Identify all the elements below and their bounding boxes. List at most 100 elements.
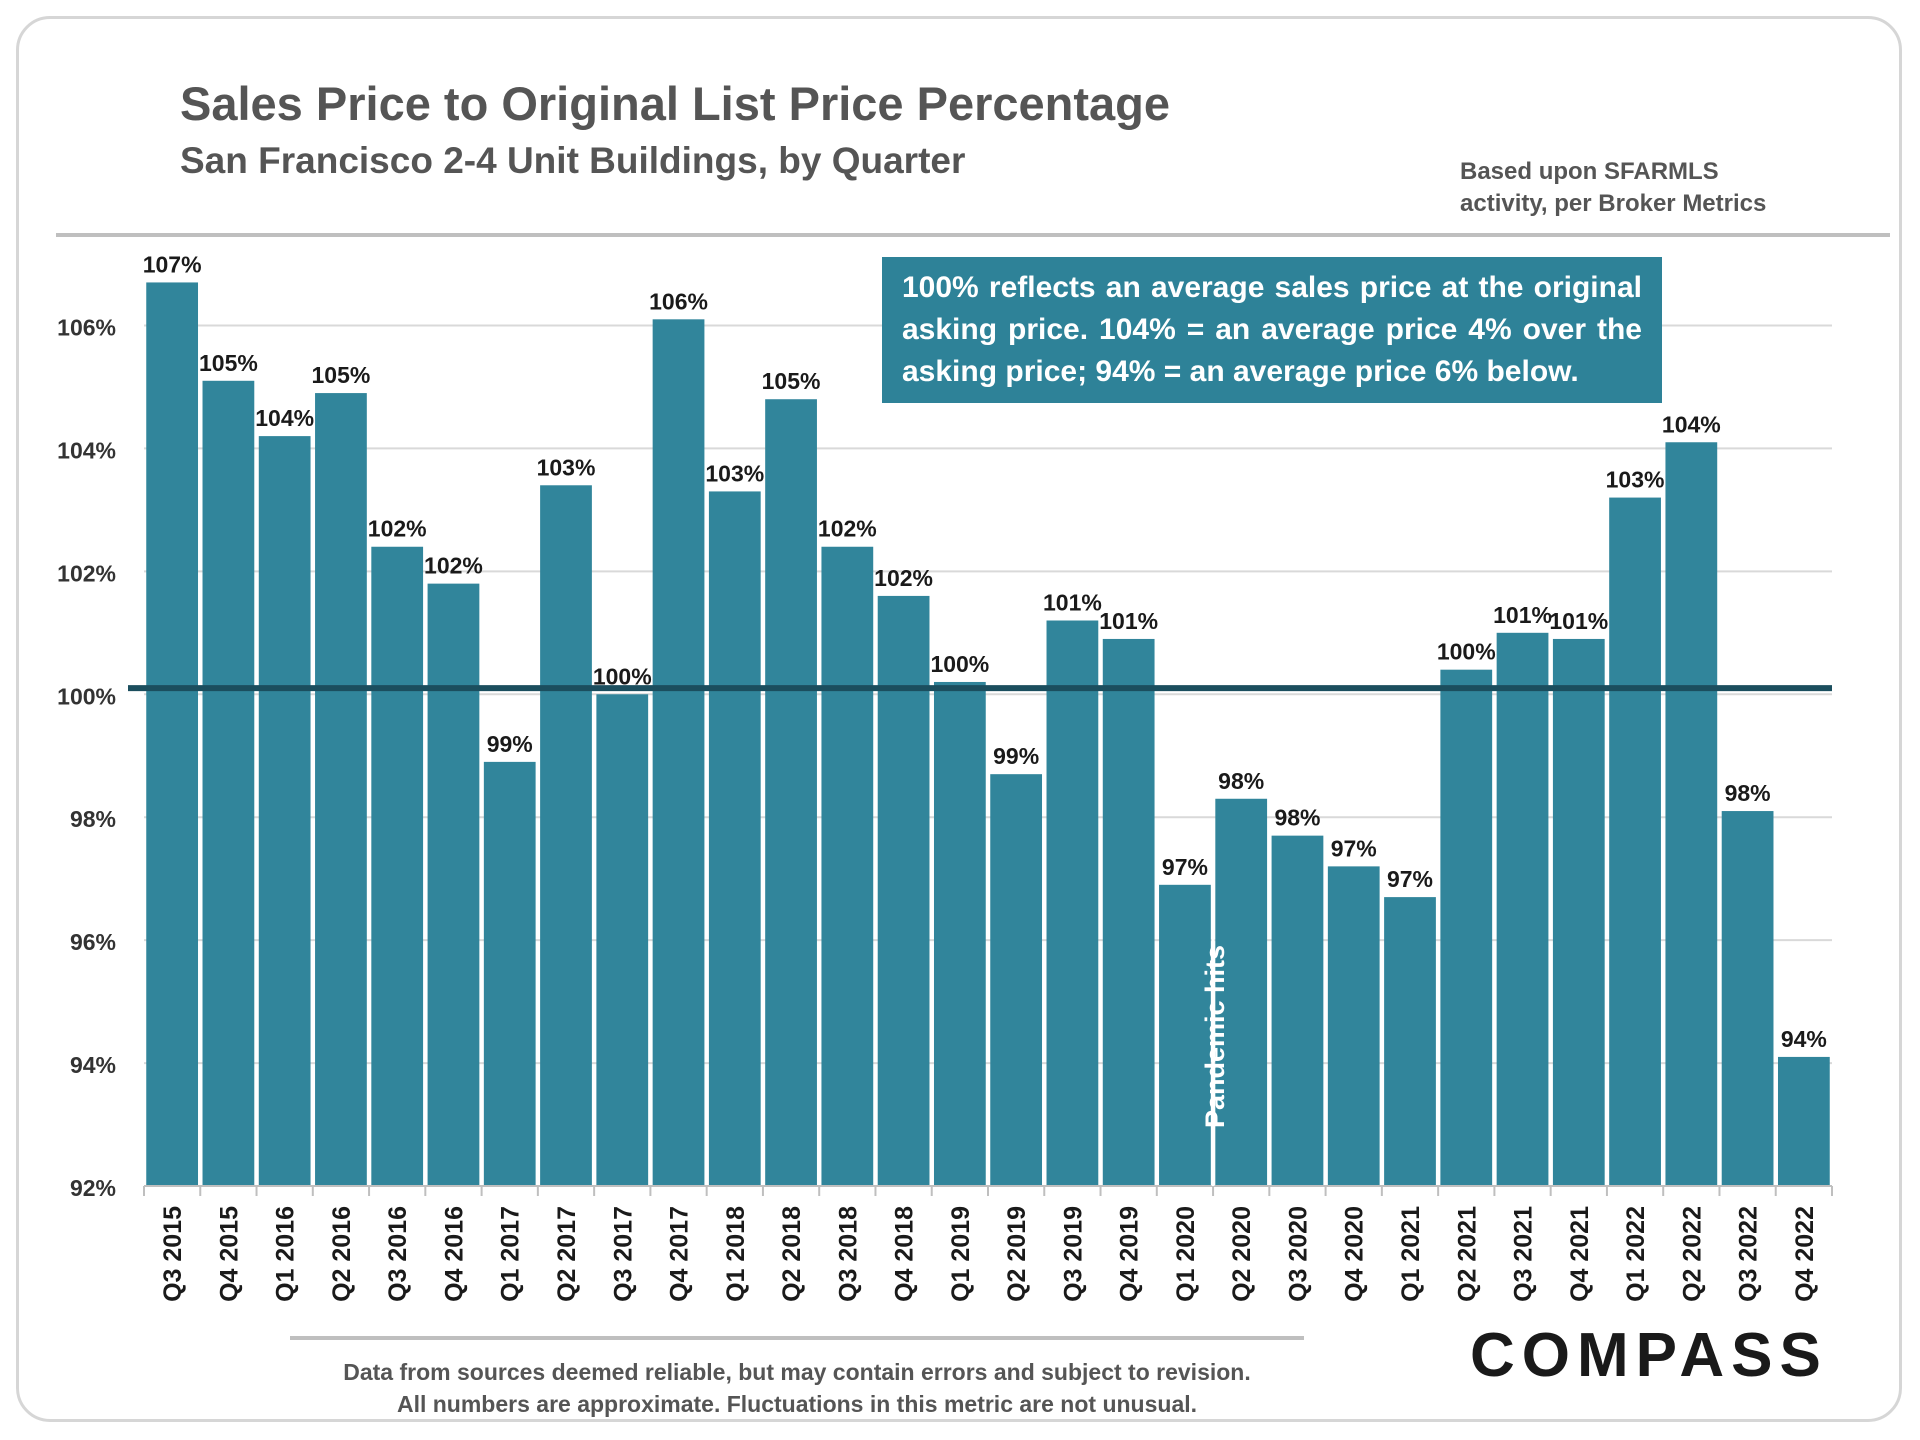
- bar: [1552, 638, 1605, 1186]
- data-label: 97%: [1162, 854, 1208, 880]
- x-tick-label: Q1 2019: [947, 1206, 975, 1302]
- x-tick-label: Q2 2017: [553, 1206, 581, 1302]
- y-tick-label: 106%: [57, 314, 116, 340]
- source-note: Based upon SFARMLS activity, per Broker …: [1460, 156, 1766, 220]
- data-label: 103%: [537, 454, 596, 480]
- bar: [202, 380, 255, 1187]
- compass-logo: COMPASS: [1470, 1321, 1828, 1390]
- footnote-line: All numbers are approximate. Fluctuation…: [396, 1391, 1198, 1417]
- data-label: 98%: [1274, 805, 1320, 831]
- x-tick-label: Q3 2021: [1510, 1206, 1538, 1302]
- data-label: 102%: [874, 565, 933, 591]
- bar: [596, 694, 649, 1186]
- data-label: 100%: [593, 663, 652, 689]
- data-label: 97%: [1331, 835, 1377, 861]
- x-tick-label: Q2 2018: [778, 1206, 806, 1302]
- chart-title: Sales Price to Original List Price Perce…: [180, 77, 1171, 130]
- data-label: 99%: [993, 743, 1039, 769]
- data-label: 107%: [143, 251, 202, 277]
- bar: [1384, 897, 1436, 1186]
- data-label: 97%: [1387, 866, 1433, 892]
- x-tick-label: Q4 2016: [440, 1206, 468, 1302]
- data-label: 101%: [1043, 590, 1102, 616]
- x-tick-label: Q3 2018: [834, 1206, 862, 1302]
- bar: [765, 399, 817, 1186]
- footnote-line: Data from sources deemed reliable, but m…: [343, 1359, 1251, 1385]
- y-tick-label: 102%: [57, 560, 116, 586]
- bar: [1215, 798, 1268, 1186]
- x-tick-label: Q3 2022: [1735, 1206, 1763, 1302]
- footnote: Data from sources deemed reliable, but m…: [290, 1356, 1304, 1420]
- bar: [1159, 884, 1211, 1186]
- x-tick-label: Q2 2021: [1453, 1206, 1481, 1302]
- x-tick-label: Q3 2020: [1284, 1206, 1312, 1302]
- bar: [540, 485, 592, 1186]
- header-divider: [56, 233, 1890, 237]
- footer-divider: [290, 1336, 1304, 1340]
- explanation-callout: 100% reflects an average sales price at …: [882, 257, 1662, 403]
- y-tick-label: 94%: [70, 1052, 116, 1078]
- x-tick-label: Q1 2017: [497, 1206, 525, 1302]
- data-label: 99%: [487, 731, 533, 757]
- y-tick-label: 100%: [57, 683, 116, 709]
- data-label: 105%: [312, 362, 371, 388]
- x-tick-label: Q2 2020: [1228, 1206, 1256, 1302]
- data-label: 106%: [649, 288, 708, 314]
- data-label: 102%: [818, 516, 877, 542]
- bar: [1609, 497, 1661, 1186]
- bar: [1496, 632, 1549, 1186]
- bar: [933, 681, 986, 1186]
- pandemic-annotation: Pandemic hits: [1200, 945, 1230, 1128]
- x-tick-label: Q4 2015: [215, 1206, 243, 1302]
- y-tick-label: 104%: [57, 437, 116, 463]
- x-tick-label: Q4 2020: [1341, 1206, 1369, 1302]
- x-tick-label: Q3 2016: [384, 1206, 412, 1302]
- data-label: 105%: [762, 368, 821, 394]
- data-label: 102%: [368, 516, 427, 542]
- x-tick-label: Q2 2016: [328, 1206, 356, 1302]
- x-tick-label: Q1 2020: [1172, 1206, 1200, 1302]
- x-tick-label: Q4 2019: [1116, 1206, 1144, 1302]
- data-label: 101%: [1493, 602, 1552, 628]
- bar: [1440, 669, 1493, 1186]
- x-tick-label: Q1 2016: [272, 1206, 300, 1302]
- data-label: 104%: [255, 405, 314, 431]
- bar: [652, 319, 705, 1186]
- bar: [1721, 811, 1774, 1186]
- x-tick-label: Q1 2022: [1622, 1206, 1650, 1302]
- x-tick-label: Q2 2019: [1003, 1206, 1031, 1302]
- chart-subtitle: San Francisco 2-4 Unit Buildings, by Qua…: [180, 140, 966, 181]
- bar: [258, 436, 311, 1186]
- bar: [371, 546, 424, 1186]
- y-tick-label: 92%: [70, 1175, 116, 1201]
- data-label: 100%: [1437, 639, 1496, 665]
- bar: [1777, 1056, 1830, 1186]
- x-tick-label: Q4 2022: [1791, 1206, 1819, 1302]
- bar: [1327, 866, 1380, 1186]
- bar: [990, 774, 1043, 1186]
- x-tick-label: Q4 2018: [891, 1206, 919, 1302]
- bar: [1046, 620, 1099, 1186]
- x-tick-label: Q3 2017: [609, 1206, 637, 1302]
- bar: [821, 546, 874, 1186]
- bar: [1271, 835, 1324, 1186]
- source-note-line: Based upon SFARMLS: [1460, 158, 1719, 185]
- data-label: 98%: [1725, 780, 1771, 806]
- y-tick-label: 98%: [70, 806, 116, 832]
- x-tick-label: Q4 2021: [1566, 1206, 1594, 1302]
- bar: [877, 595, 930, 1186]
- data-label: 94%: [1781, 1026, 1827, 1052]
- x-tick-label: Q2 2022: [1678, 1206, 1706, 1302]
- data-label: 102%: [424, 553, 483, 579]
- source-note-line: activity, per Broker Metrics: [1460, 190, 1767, 217]
- bar: [708, 491, 761, 1187]
- data-label: 100%: [930, 651, 989, 677]
- x-tick-label: Q3 2015: [159, 1206, 187, 1302]
- data-label: 104%: [1662, 411, 1721, 437]
- data-label: 101%: [1099, 608, 1158, 634]
- data-label: 98%: [1218, 768, 1264, 794]
- x-tick-label: Q1 2021: [1397, 1206, 1425, 1302]
- x-tick-label: Q3 2019: [1059, 1206, 1087, 1302]
- bar: [1665, 442, 1718, 1187]
